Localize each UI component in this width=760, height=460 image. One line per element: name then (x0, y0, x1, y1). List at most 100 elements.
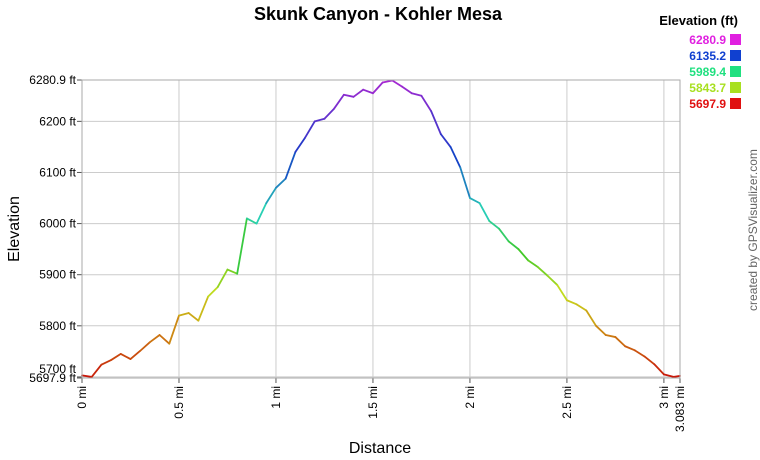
profile-segment (245, 217, 258, 225)
profile-segment (275, 177, 287, 189)
profile-segment (139, 341, 151, 352)
profile-segment (207, 286, 219, 298)
legend-swatch (730, 98, 741, 109)
profile-segment (158, 334, 171, 345)
profile-segment (633, 349, 646, 358)
y-axis-label: Elevation (6, 196, 23, 262)
profile-segment (362, 88, 374, 95)
profile-segment (284, 151, 297, 180)
profile-segment (110, 353, 122, 361)
y-tick-label: 5900 ft (39, 268, 76, 282)
profile-segment (488, 220, 500, 230)
profile-segment (216, 268, 229, 288)
profile-segment (226, 268, 239, 275)
profile-segment (381, 79, 394, 84)
profile-segment (624, 345, 636, 352)
plot-area-border (81, 79, 681, 379)
x-tick-label: 2 mi (463, 386, 477, 409)
profile-segment (148, 334, 161, 344)
profile-segment (168, 314, 180, 345)
profile-segment (663, 373, 675, 378)
profile-segment (439, 133, 452, 148)
profile-segment (313, 117, 326, 123)
profile-segment (517, 248, 530, 262)
profile-segment (536, 266, 549, 277)
y-tick-label: 5800 ft (39, 319, 76, 333)
profile-segment (391, 79, 403, 88)
profile-segment (478, 202, 491, 222)
y-tick-label: 6280.9 ft (29, 73, 76, 87)
legend-swatch (730, 66, 741, 77)
legend-swatch (730, 50, 741, 61)
profile-segment (430, 110, 442, 136)
legend-entry-label: 5989.4 (689, 65, 726, 79)
legend-entry-label: 5697.9 (689, 97, 726, 111)
profile-segment (100, 359, 112, 366)
x-axis-label: Distance (349, 440, 411, 457)
profile-segment (401, 85, 413, 95)
profile-segment (575, 303, 588, 312)
profile-segment (459, 166, 471, 199)
profile-segment (90, 363, 103, 378)
profile-segment (546, 274, 559, 286)
grid-lines (81, 79, 681, 379)
x-tick-label: 2.5 mi (560, 386, 574, 419)
profile-segment (333, 93, 345, 110)
x-tick-label: 1.5 mi (366, 386, 380, 419)
profile-segment (236, 217, 248, 275)
profile-segment (342, 93, 355, 98)
profile-segment (197, 295, 209, 322)
x-tick-label: 0.5 mi (172, 386, 186, 419)
profile-segment (556, 284, 568, 302)
credit-text: created by GPSVisualizer.com (746, 149, 760, 311)
legend-swatch (730, 82, 741, 93)
profile-segment (672, 375, 681, 378)
profile-segment (410, 92, 423, 97)
legend-swatch (730, 34, 741, 45)
profile-segment (585, 309, 597, 327)
profile-segment (255, 202, 268, 225)
profile-segment (498, 227, 510, 243)
profile-segment (265, 186, 277, 205)
profile-segment (507, 240, 520, 251)
profile-segment (469, 197, 481, 205)
y-tick-label: 6200 ft (39, 114, 76, 128)
x-tick-label: 1 mi (269, 386, 283, 409)
profile-segment (119, 353, 132, 360)
profile-segment (352, 88, 365, 98)
chart-title: Skunk Canyon - Kohler Mesa (254, 4, 503, 24)
legend-entry-label: 6280.9 (689, 33, 726, 47)
profile-segment (566, 299, 578, 306)
profile-segment (372, 81, 384, 95)
y-tick-label: 6000 ft (39, 217, 76, 231)
profile-segment (294, 136, 306, 153)
legend-entry-label: 6135.2 (689, 49, 726, 63)
profile-segment (187, 312, 200, 322)
profile-segment (81, 374, 93, 378)
x-tick-label: 0 mi (75, 386, 89, 409)
elevation-profile-line (81, 79, 681, 378)
y-tick-label: 6100 ft (39, 165, 76, 179)
profile-segment (527, 259, 539, 268)
profile-segment (420, 94, 433, 113)
profile-segment (643, 355, 656, 366)
profile-segment (323, 107, 336, 120)
profile-segment (604, 334, 617, 338)
x-tick-label: 3 mi (657, 386, 671, 409)
profile-segment (595, 324, 607, 336)
legend-title: Elevation (ft) (659, 13, 738, 28)
profile-segment (449, 146, 462, 169)
profile-segment (304, 120, 316, 139)
profile-segment (178, 312, 190, 317)
profile-segment (653, 363, 665, 376)
y-tick-label: 5697.9 ft (29, 371, 76, 385)
legend-entry-label: 5843.7 (689, 81, 726, 95)
legend: Elevation (ft) 6280.9 6135.2 5989.4 5843.7 5… (659, 13, 741, 111)
x-tick-label: 3.083 mi (673, 386, 687, 432)
profile-segment (129, 349, 142, 360)
profile-segment (614, 336, 627, 348)
y-tick-label: 5700 ft (39, 362, 76, 376)
x-axis-ticks: 0 mi 0.5 mi 1 mi 1.5 mi 2 mi 2.5 mi 3 mi 3.083 … (75, 378, 687, 432)
